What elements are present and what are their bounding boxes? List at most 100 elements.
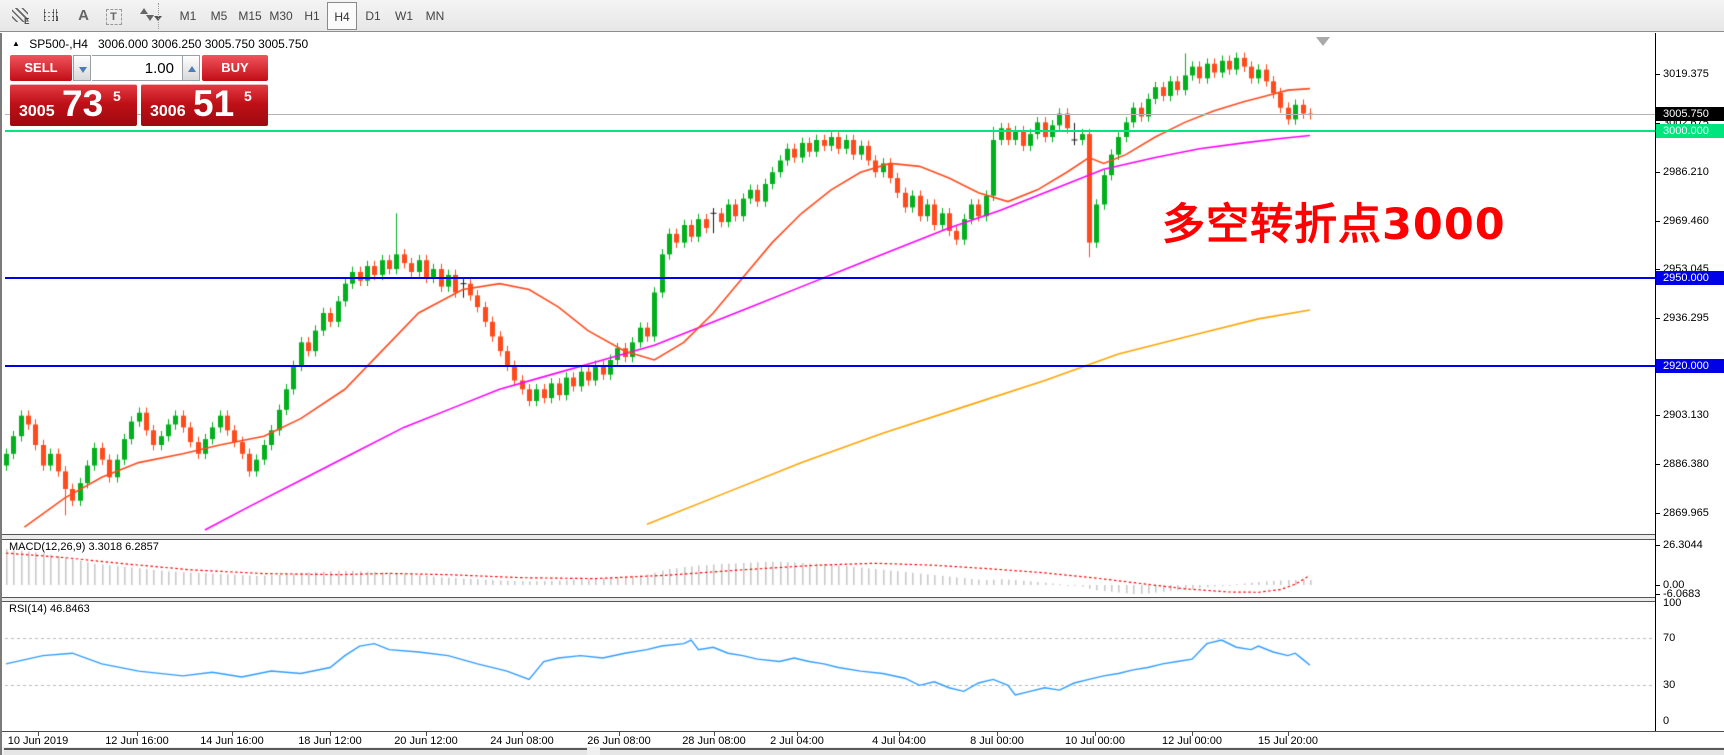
volume-input[interactable]	[92, 55, 182, 81]
chart-window: ▲ SP500-,H4 3006.000 3006.250 3005.750 3…	[0, 33, 1724, 755]
text-label-button[interactable]: A	[70, 3, 97, 29]
panel-separator-gap	[2, 598, 1655, 601]
time-axis-label: 26 Jun 08:00	[587, 735, 651, 747]
price-tick-label: 3019.375	[1663, 68, 1709, 81]
time-axis-label: 14 Jun 16:00	[200, 735, 264, 747]
tf-button-m30[interactable]: M30	[269, 9, 293, 23]
buy-button[interactable]: BUY	[202, 55, 268, 81]
symbol-period-label: SP500-,H4	[29, 37, 88, 51]
arrow-up-glyph	[140, 8, 148, 14]
sell-price-big: 73	[62, 83, 104, 124]
time-axis-label: 20 Jun 12:00	[394, 735, 458, 747]
ohlc-values: 3006.000 3006.250 3005.750 3005.750	[97, 37, 309, 51]
text-box-icon: T	[105, 9, 122, 25]
buy-price-pip: 5	[244, 88, 252, 104]
volume-increase-button[interactable]	[182, 55, 200, 81]
tf-button-d1[interactable]: D1	[365, 9, 381, 23]
text-box-button[interactable]: T	[100, 3, 127, 29]
spinner-up-icon	[188, 66, 196, 72]
rsi-tick-label: 0	[1663, 715, 1670, 728]
fibo-expansion-button[interactable]: E	[6, 3, 33, 29]
price-tick-mark	[1655, 415, 1660, 417]
price-tick-mark	[1655, 268, 1660, 270]
time-axis-label: 10 Jun 2019	[7, 735, 69, 747]
time-axis-tick	[137, 732, 138, 736]
sell-price-panel[interactable]: 3005 73 5	[10, 83, 137, 126]
text-label-icon: A	[78, 7, 89, 24]
price-tick-mark	[1655, 318, 1660, 320]
spinner-down-icon	[79, 67, 87, 73]
arrow-tools-icon	[139, 8, 155, 24]
time-axis-tick	[232, 732, 233, 736]
icon-letter: F	[56, 16, 62, 25]
price-badge-2950.000: 2950.000	[1656, 270, 1724, 285]
price-tick-label: 2936.295	[1663, 312, 1709, 325]
macd-tick-label: 0.00	[1663, 578, 1685, 591]
price-tick-mark	[1655, 220, 1660, 222]
panel-separator[interactable]	[2, 597, 1655, 598]
panel-separator[interactable]	[2, 534, 1655, 535]
price-tick-mark	[1655, 123, 1660, 125]
tf-button-m5[interactable]: M5	[210, 9, 228, 23]
price-tick-mark	[1655, 464, 1660, 466]
time-axis-tick	[1192, 732, 1193, 736]
time-axis-tick	[899, 732, 900, 736]
price-tick-label: 2903.130	[1663, 409, 1709, 422]
fibo-expansion-icon: E	[11, 8, 30, 26]
horizontal-line-3000.000[interactable]	[5, 130, 1655, 133]
chart-shift-marker[interactable]	[1316, 37, 1330, 46]
main-chart-canvas[interactable]	[2, 33, 1724, 755]
tf-button-mn[interactable]: MN	[425, 9, 445, 23]
price-badge-3000.000: 3000.000	[1656, 124, 1724, 139]
tf-button-h4[interactable]: H4	[327, 2, 357, 30]
tf-button-m15[interactable]: M15	[238, 9, 262, 23]
toolbar-separator	[158, 3, 159, 29]
buy-price-panel[interactable]: 3006 51 5	[141, 83, 268, 126]
time-axis-tick	[522, 732, 523, 736]
rsi-tick-label: 100	[1663, 597, 1682, 609]
tf-button-h1[interactable]: H1	[304, 9, 320, 23]
tf-button-m1[interactable]: M1	[179, 9, 197, 23]
docked-panel-edge	[600, 748, 1724, 755]
time-axis: 10 Jun 2019 12 Jun 16:00 14 Jun 16:00 18 Ju…	[2, 731, 1724, 747]
price-tick-mark	[1655, 171, 1660, 173]
time-axis-label: 8 Jul 00:00	[970, 735, 1024, 747]
horizontal-line-3005.750[interactable]	[5, 113, 1655, 115]
time-axis-tick	[997, 732, 998, 736]
time-axis-label: 10 Jul 00:00	[1065, 735, 1125, 747]
volume-decrease-button[interactable]	[73, 55, 91, 81]
collapse-arrow-icon[interactable]: ▲	[12, 39, 20, 48]
tf-button-w1[interactable]: W1	[395, 9, 413, 23]
macd-tick-mark	[1655, 594, 1660, 596]
time-axis-tick	[714, 732, 715, 736]
macd-label: MACD(12,26,9) 3.3018 6.2857	[9, 541, 159, 553]
panel-separator[interactable]	[2, 539, 1655, 540]
buy-price-prefix: 3006	[150, 103, 186, 120]
time-axis-label: 28 Jun 08:00	[682, 735, 746, 747]
one-click-trade-panel: SELL BUY 3005 73 5 3006 51 5	[10, 55, 268, 126]
chart-title: ▲ SP500-,H4 3006.000 3006.250 3005.750 3…	[12, 37, 308, 51]
macd-tick-mark	[1655, 584, 1660, 586]
time-axis-tick	[619, 732, 620, 736]
time-axis-tick	[797, 732, 798, 736]
time-axis-label: 2 Jul 04:00	[770, 735, 824, 747]
time-axis-label: 12 Jun 16:00	[105, 735, 169, 747]
horizontal-line-2950.000[interactable]	[5, 276, 1655, 279]
horizontal-line-2920.000[interactable]	[5, 364, 1655, 367]
fibo-retracement-button[interactable]: F	[38, 3, 65, 29]
fibo-retracement-icon: F	[43, 9, 62, 25]
time-axis-label: 24 Jun 08:00	[490, 735, 554, 747]
macd-tick-label: 26.3044	[1663, 539, 1703, 551]
time-axis-tick	[1095, 732, 1096, 736]
sell-price-pip: 5	[113, 88, 121, 104]
panel-separator[interactable]	[2, 601, 1655, 602]
price-badge-3005.750: 3005.750	[1656, 107, 1724, 122]
toolbar: E F A T M1 M5 M15 M30 H1 H4 D1 W1 MN	[0, 0, 1724, 32]
sell-button[interactable]: SELL	[10, 55, 72, 81]
bottom-strip	[2, 747, 1724, 755]
macd-tick-label: -6.0683	[1663, 588, 1701, 601]
chart-annotation-text: 多空转折点3000	[1162, 200, 1506, 250]
price-axis	[1655, 33, 1724, 746]
time-axis-tick	[1288, 732, 1289, 736]
price-tick-label: 2886.380	[1663, 458, 1709, 471]
